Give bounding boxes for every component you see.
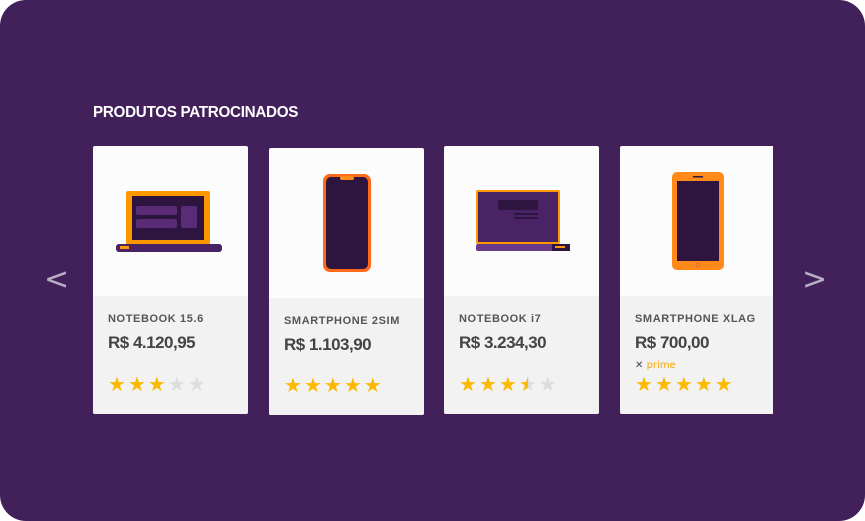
chevron-left-icon[interactable]: < — [44, 262, 70, 297]
product-card[interactable]: NOTEBOOK i7 R$ 3.234,30 ★ ★ ★ ★ ★ — [444, 146, 599, 414]
rating-stars: ★ ★ ★ ★ ★ — [459, 372, 557, 396]
product-name[interactable]: NOTEBOOK i7 — [459, 313, 542, 325]
rating-stars: ★ ★ ★ ★ ★ — [635, 372, 733, 396]
product-price: R$ 4.120,95 — [108, 333, 196, 352]
rating-stars: ★ ★ ★ ★ ★ — [108, 372, 206, 396]
product-card[interactable]: SMARTPHONE 2SIM R$ 1.103,90 ★ ★ ★ ★ ★ — [269, 148, 424, 415]
product-name[interactable]: SMARTPHONE 2SIM — [284, 315, 400, 327]
product-price: R$ 3.234,30 — [459, 333, 547, 352]
close-icon: ✕ — [635, 360, 644, 371]
product-carousel: NOTEBOOK 15.6 R$ 4.120,95 ★ ★ ★ ★ ★ SMARTPHO… — [93, 140, 773, 430]
section-title: PRODUTOS PATROCINADOS — [93, 104, 299, 121]
product-card[interactable]: NOTEBOOK 15.6 R$ 4.120,95 ★ ★ ★ ★ ★ — [93, 146, 248, 414]
chevron-right-icon[interactable]: > — [802, 262, 828, 297]
product-name[interactable]: NOTEBOOK 15.6 — [108, 313, 204, 325]
prime-badge: ✕ prime — [635, 360, 676, 371]
smartphone-image — [620, 146, 773, 296]
product-name[interactable]: SMARTPHONE XLAG — [635, 313, 756, 325]
product-card[interactable]: SMARTPHONE XLAG R$ 700,00 ✕ prime ★ ★ ★ ★ ★ — [620, 146, 773, 414]
laptop-image — [444, 146, 599, 296]
laptop-image — [93, 146, 248, 296]
product-price: R$ 700,00 — [635, 333, 709, 352]
rating-stars: ★ ★ ★ ★ ★ — [284, 373, 382, 397]
smartphone-image — [269, 148, 424, 298]
product-price: R$ 1.103,90 — [284, 335, 372, 354]
